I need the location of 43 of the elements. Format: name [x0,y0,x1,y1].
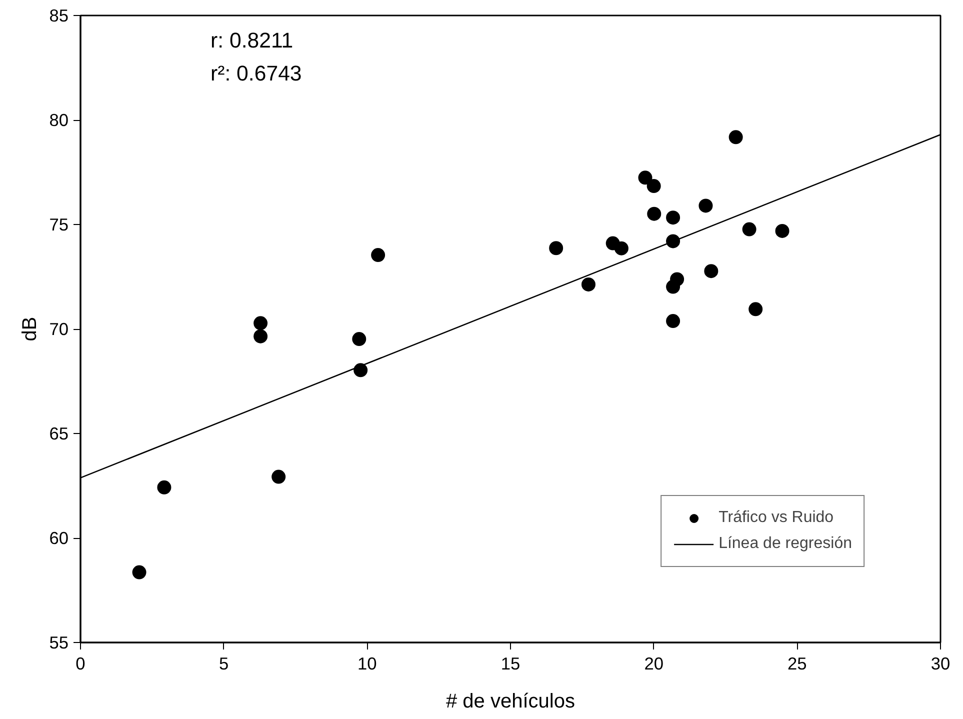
y-tick-label: 80 [49,110,69,130]
annotation: r: 0.8211 [210,28,294,52]
y-axis-title: dB [19,316,42,342]
point [581,277,596,292]
point [666,280,680,294]
legend-label: Tráfico vs Ruido [718,509,834,527]
point [614,241,628,256]
y-tick-label: 60 [49,528,69,548]
x-axis-title: # de vehículos [446,690,575,712]
y-tick-label: 55 [49,632,69,652]
y-tick-label: 85 [49,6,69,26]
point [666,314,680,328]
point [254,329,268,344]
point [371,248,386,262]
point [748,302,763,316]
point [698,198,713,213]
x-tick-label: 15 [500,654,520,674]
annotation: r²: 0.6743 [210,62,302,86]
x-tick-label: 10 [358,654,377,674]
point [549,241,564,256]
point [666,210,680,225]
point [638,170,652,185]
x-tick-label: 30 [930,654,950,674]
x-tick-label: 5 [219,654,229,674]
y-tick-label: 70 [49,319,69,339]
point [272,470,286,484]
point [728,130,743,144]
point [646,179,661,194]
point [352,332,366,346]
x-tick-label: 20 [644,654,664,674]
point [354,363,368,378]
x-tick-label: 0 [76,654,86,674]
y-tick-label: 65 [49,424,69,444]
point [254,316,268,330]
point [775,224,790,238]
y-tick-label: 75 [49,214,69,234]
point [704,264,718,278]
legend-label: Línea de regresión [718,535,852,553]
point [157,480,172,494]
point [132,565,146,580]
point [742,222,756,236]
x-tick-label: 25 [788,654,807,674]
point [647,206,662,221]
